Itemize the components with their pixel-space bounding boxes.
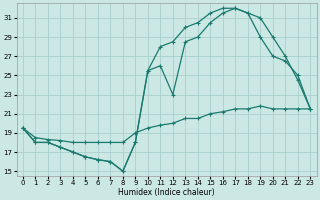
X-axis label: Humidex (Indice chaleur): Humidex (Indice chaleur): [118, 188, 215, 197]
